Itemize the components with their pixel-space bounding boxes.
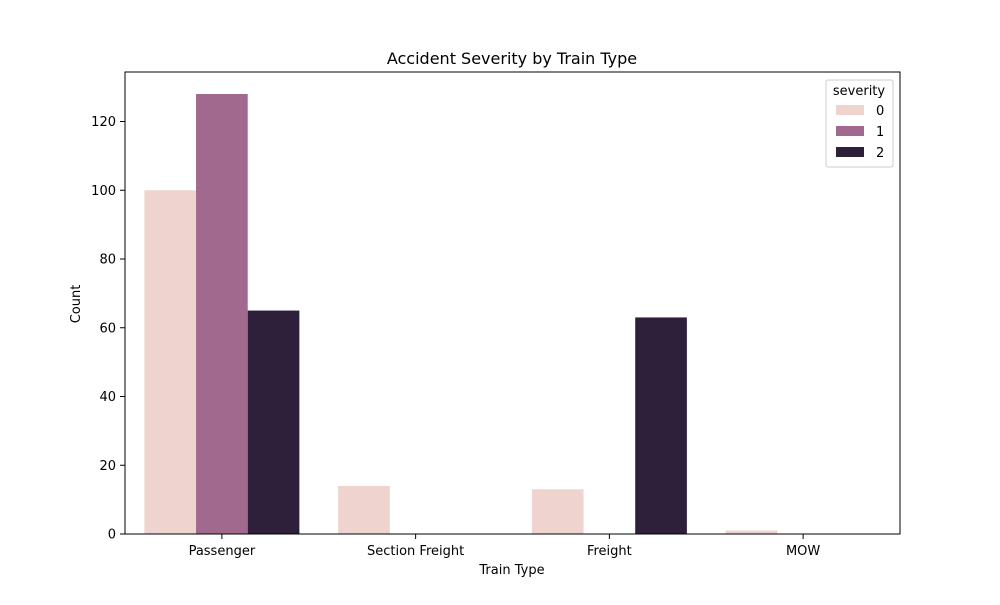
y-tick-label: 40 [99,390,116,405]
y-tick-label: 60 [99,321,116,336]
chart-title: Accident Severity by Train Type [387,49,637,68]
bar-freight-severity-2 [635,317,687,534]
legend-label-1: 1 [876,125,884,140]
x-tick-label: Passenger [189,544,256,559]
legend-swatch-0 [836,105,864,115]
y-axis-title: Count [69,285,84,324]
legend-title: severity [833,84,886,99]
legend-swatch-2 [836,147,864,157]
bar-passenger-severity-0 [144,190,197,534]
bar-section-freight-severity-0 [338,485,390,535]
x-tick-label: Section Freight [367,544,464,559]
bar-passenger-severity-2 [247,310,300,534]
legend-swatch-1 [836,126,864,136]
plot-frame [124,71,901,535]
bar-passenger-severity-1 [196,94,248,534]
legend-label-0: 0 [876,104,884,119]
y-axis: 0 20 40 60 80 100 120 [91,115,125,543]
y-tick-label: 20 [99,459,116,474]
y-tick-label: 120 [91,115,116,130]
y-tick-label: 80 [99,253,116,268]
x-tick-label: MOW [786,544,820,559]
x-axis-title: Train Type [478,563,544,578]
x-axis: Passenger Section Freight Freight MOW [189,534,820,559]
bar-mow-severity-0 [725,530,778,534]
y-tick-label: 0 [108,528,116,543]
x-tick-label: Freight [587,544,632,559]
legend-label-2: 2 [876,146,884,161]
plot-area [144,94,778,535]
legend: severity 0 1 2 [825,79,894,168]
y-tick-label: 100 [91,184,116,199]
legend-frame [825,79,894,168]
bar-freight-severity-0 [531,489,584,534]
